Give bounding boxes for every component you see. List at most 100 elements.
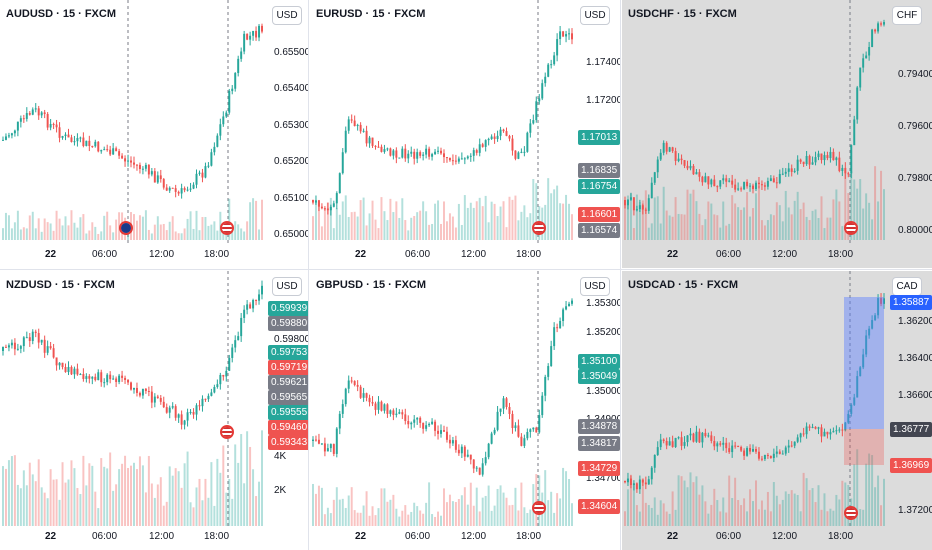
volume-bar	[16, 484, 19, 526]
price-plot-usdcad[interactable]	[622, 271, 890, 550]
time-label: 22	[355, 249, 367, 260]
long-position-target-zone[interactable]	[844, 297, 884, 429]
volume-bar	[362, 505, 365, 526]
us-flag-icon[interactable]	[532, 501, 546, 515]
candle-body	[121, 375, 124, 378]
us-flag-icon[interactable]	[220, 425, 234, 439]
long-position-stop-zone[interactable]	[844, 429, 884, 465]
symbol-title[interactable]: NZDUSD · 15 · FXCM	[6, 279, 115, 291]
pane-nzdusd[interactable]: NZDUSD · 15 · FXCM USD 0.59800 4K 2K 0.5…	[0, 271, 308, 550]
pane-divider[interactable]	[308, 0, 309, 550]
us-flag-icon[interactable]	[532, 221, 546, 235]
currency-button[interactable]: USD	[272, 277, 302, 296]
volume-bar	[261, 430, 263, 526]
volume-bar	[147, 229, 150, 240]
volume-bar	[802, 202, 805, 240]
currency-button[interactable]: USD	[272, 6, 302, 25]
candle-body	[835, 157, 838, 161]
volume-bar	[571, 214, 573, 240]
candle-body	[865, 55, 868, 59]
pane-divider[interactable]	[0, 269, 932, 270]
currency-button[interactable]: USD	[580, 6, 610, 25]
volume-bar	[2, 228, 4, 240]
pane-gbpusd[interactable]: GBPUSD · 15 · FXCM USD 1.35300 1.35200 1…	[310, 271, 620, 550]
candle-body	[103, 149, 106, 151]
pane-usdchf[interactable]: USDCHF · 15 · FXCM CHF 0.79400 0.79600 0…	[622, 0, 932, 268]
candle-body	[67, 134, 70, 138]
candle-body	[22, 337, 25, 347]
price-plot-nzdusd[interactable]	[0, 271, 268, 550]
candle-body	[198, 172, 201, 174]
candle-body	[231, 347, 234, 358]
price-plot-gbpusd[interactable]	[310, 271, 578, 550]
volume-bar	[740, 209, 743, 240]
candle-body	[219, 374, 222, 385]
volume-bar	[653, 197, 656, 240]
currency-button[interactable]: USD	[580, 277, 610, 296]
volume-bar	[704, 501, 707, 526]
candle-body	[778, 451, 781, 454]
candle-body	[425, 148, 428, 155]
pane-audusd[interactable]: AUDUSD · 15 · FXCM USD 0.65500 0.65400 0…	[0, 0, 308, 268]
volume-bar	[859, 179, 862, 240]
candle-body	[335, 428, 338, 454]
volume-bar	[133, 214, 135, 240]
symbol-title[interactable]: USDCAD · 15 · FXCM	[628, 279, 739, 291]
volume-bar	[674, 197, 677, 240]
candle-body	[130, 160, 132, 163]
candle-body	[344, 130, 347, 153]
candle-body	[201, 398, 204, 407]
volume-bar	[740, 505, 743, 526]
price-plot-eurusd[interactable]	[310, 0, 578, 268]
candle-body	[871, 29, 874, 48]
volume-bar	[481, 206, 484, 240]
symbol-title[interactable]: USDCHF · 15 · FXCM	[628, 8, 737, 20]
us-flag-icon[interactable]	[220, 221, 234, 235]
currency-button[interactable]: CHF	[892, 6, 922, 25]
us-flag-icon[interactable]	[844, 221, 858, 235]
price-tag: 1.16574	[578, 223, 620, 238]
candle-body	[341, 404, 344, 414]
au-flag-icon[interactable]	[119, 221, 133, 235]
price-tag: 1.34817	[578, 436, 620, 451]
candle-body	[772, 178, 775, 183]
pane-eurusd[interactable]: EURUSD · 15 · FXCM USD 1.17400 1.17200 1…	[310, 0, 620, 268]
volume-bar	[428, 224, 431, 240]
volume-bar	[70, 210, 73, 240]
pane-divider[interactable]	[620, 0, 621, 550]
volume-bar	[799, 209, 802, 240]
currency-button[interactable]: CAD	[892, 277, 922, 296]
candle-body	[40, 112, 43, 116]
volume-bar	[156, 484, 159, 526]
us-flag-icon[interactable]	[844, 506, 858, 520]
price-plot-usdchf[interactable]	[622, 0, 890, 268]
volume-bar	[526, 217, 529, 240]
volume-bar	[710, 203, 713, 240]
volume-bar	[380, 488, 383, 526]
candle-body	[222, 374, 225, 377]
symbol-title[interactable]: EURUSD · 15 · FXCM	[316, 8, 426, 20]
volume-bar	[434, 516, 437, 526]
candle-body	[413, 419, 416, 423]
volume-bar	[359, 512, 362, 526]
candle-body	[112, 148, 115, 155]
pane-usdcad[interactable]: USDCAD · 15 · FXCM CAD 1.36200 1.36400 1…	[622, 271, 932, 550]
price-plot-audusd[interactable]	[0, 0, 268, 268]
candle-body	[538, 98, 541, 102]
candle-body	[419, 417, 422, 423]
volume-bar	[216, 458, 219, 526]
candle-body	[16, 348, 19, 350]
time-label: 18:00	[828, 531, 854, 542]
volume-bar	[40, 487, 43, 526]
price-tag: 1.17013	[578, 130, 620, 145]
candle-body	[19, 346, 22, 349]
volume-bar	[760, 500, 763, 526]
candle-body	[37, 333, 40, 343]
volume-bar	[443, 201, 445, 240]
candle-body	[359, 124, 362, 132]
volume-bar	[398, 516, 401, 526]
candle-body	[722, 442, 725, 445]
symbol-title[interactable]: GBPUSD · 15 · FXCM	[316, 279, 427, 291]
symbol-title[interactable]: AUDUSD · 15 · FXCM	[6, 8, 117, 20]
volume-bar	[159, 477, 162, 526]
